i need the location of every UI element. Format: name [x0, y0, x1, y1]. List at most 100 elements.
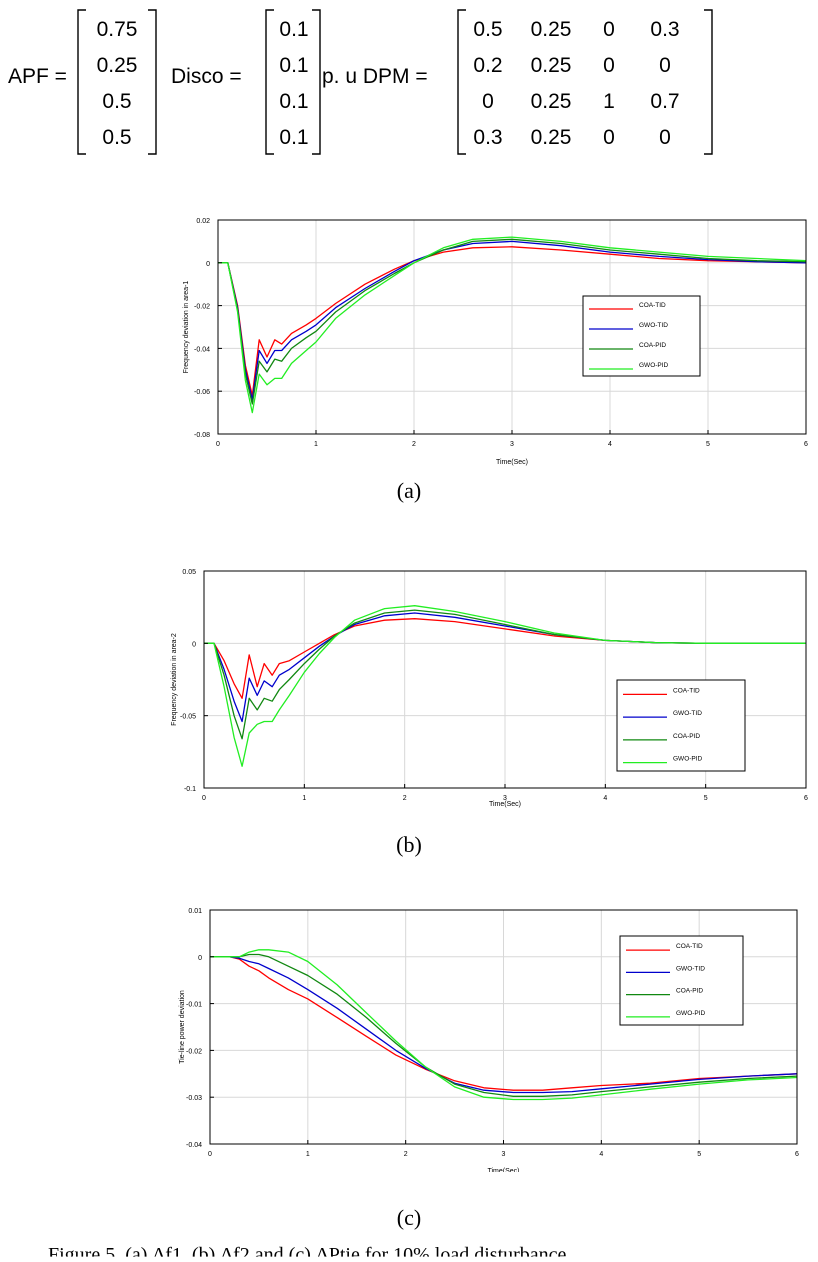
legend-box: [619, 935, 744, 1026]
apf-value: 0.5: [102, 126, 131, 149]
y-tick-label: -0.02: [186, 1048, 202, 1055]
figure-caption-text: Figure 5. (a) Δf1, (b) Δf2 and (c) ΔPtie…: [48, 1244, 567, 1262]
legend-label: GWO-PID: [676, 1010, 706, 1017]
matrix-equations: APF = 0.75 0.25 0.5 0.5 Disco = 0.1 0.1 …: [8, 9, 713, 155]
y-tick-label: -0.04: [186, 1142, 202, 1149]
apf-bracket-left: [77, 9, 86, 155]
x-tick-label: 3: [502, 1151, 506, 1158]
dpm-cell: 0: [603, 126, 615, 149]
x-tick-label: 0: [208, 1151, 212, 1158]
legend-label: GWO-PID: [639, 362, 669, 369]
legend-label: COA-PID: [639, 342, 666, 349]
legend: COA-TID GWO-TID COA-PID GWO-PID: [582, 295, 701, 377]
chart-tieline-power: 0 1 2 3 4 5 6 0.01 0 -0.01 -0.02 -0.03 -0.04 Time(Sec…: [179, 908, 799, 1172]
series-line-coa-pid: [218, 238, 807, 405]
y-tick-label: -0.02: [194, 304, 210, 311]
dpm-cell: 0.7: [650, 90, 679, 113]
y-tick-label: -0.05: [180, 714, 196, 721]
x-tick-label: 2: [404, 1151, 408, 1158]
legend-label: COA-PID: [676, 988, 703, 995]
series-line-gwo-pid: [218, 236, 807, 414]
dpm-cell: 0.2: [473, 54, 502, 77]
disco-bracket-right: [312, 9, 321, 155]
legend-label: GWO-TID: [639, 322, 668, 329]
y-axis-label: Frequency deviation in area-2: [171, 633, 178, 726]
x-tick-label: 0: [216, 441, 220, 448]
apf-label: APF =: [8, 65, 67, 88]
x-tick-label: 3: [510, 441, 514, 448]
disco-value: 0.1: [279, 54, 308, 77]
series-line-gwo-tid: [218, 240, 807, 401]
y-tick-label: 0.05: [182, 569, 196, 576]
dpm-cell: 0: [659, 54, 671, 77]
y-tick-label: 0.01: [188, 908, 202, 915]
x-tick-label: 5: [697, 1151, 701, 1158]
x-tick-label: 4: [599, 1151, 603, 1158]
y-tick-label: 0: [198, 955, 202, 962]
dpm-cell: 0.25: [531, 18, 572, 41]
y-tick-label: 0.02: [196, 218, 210, 225]
x-tick-label: 5: [704, 795, 708, 802]
legend: COA-TID GWO-TID COA-PID GWO-PID: [619, 935, 744, 1026]
pu-dpm-label: p. u DPM =: [322, 65, 428, 88]
caption-c: (c): [396, 1205, 422, 1230]
dpm-cell: 0.25: [531, 126, 572, 149]
y-tick-label: 0: [206, 261, 210, 268]
y-tick-label: -0.1: [184, 786, 196, 793]
x-tick-label: 3: [503, 795, 507, 802]
dpm-cell: 0: [482, 90, 494, 113]
disco-label: Disco =: [171, 65, 242, 88]
dpm-cell: 0.3: [473, 126, 502, 149]
y-tick-label: -0.01: [186, 1002, 202, 1009]
x-axis-label: Time(Sec): [489, 801, 521, 808]
dpm-matrix: 0.5 0.25 0 0.3 0.2 0.25 0 0 0 0.25 1 0.7 0.3 0.25 0 0: [473, 18, 679, 149]
y-tick-label: -0.08: [194, 432, 210, 439]
legend-label: COA-TID: [639, 302, 666, 309]
series-line-gwo-tid: [210, 956, 798, 1094]
x-axis-label: Time(Sec): [487, 1168, 519, 1172]
x-tick-label: 1: [314, 441, 318, 448]
dpm-cell: 0: [603, 54, 615, 77]
dpm-cell: 1: [603, 90, 615, 113]
x-tick-label: 1: [306, 1151, 310, 1158]
caption-a: (a): [396, 478, 422, 503]
dpm-cell: 0: [659, 126, 671, 149]
caption-b: (b): [396, 832, 422, 857]
y-tick-label: -0.06: [194, 389, 210, 396]
y-tick-label: -0.03: [186, 1095, 202, 1102]
apf-bracket-right: [148, 9, 157, 155]
x-tick-label: 5: [706, 441, 710, 448]
y-axis-label: Frequency deviation in area-1: [183, 281, 190, 374]
legend-label: COA-TID: [676, 943, 703, 950]
x-tick-label: 0: [202, 795, 206, 802]
x-tick-label: 4: [608, 441, 612, 448]
apf-value: 0.5: [102, 90, 131, 113]
legend: COA-TID GWO-TID COA-PID GWO-PID: [616, 679, 746, 772]
series-line-coa-tid: [210, 956, 798, 1091]
disco-value: 0.1: [279, 18, 308, 41]
x-axis-label: Time(Sec): [496, 459, 528, 466]
x-tick-label: 2: [412, 441, 416, 448]
x-tick-label: 2: [403, 795, 407, 802]
disco-value: 0.1: [279, 126, 308, 149]
dpm-cell: 0.25: [531, 54, 572, 77]
legend-box: [616, 679, 746, 772]
figure-caption-partial: Figure 5. (a) Δf1, (b) Δf2 and (c) ΔPtie…: [0, 1240, 818, 1262]
legend-label: GWO-TID: [676, 965, 705, 972]
y-tick-label: 0: [192, 641, 196, 648]
legend-label: GWO-TID: [673, 710, 702, 717]
x-tick-label: 6: [795, 1151, 799, 1158]
dpm-cell: 0: [603, 18, 615, 41]
x-tick-label: 6: [804, 441, 808, 448]
series-line-gwo-pid: [204, 605, 806, 767]
dpm-cell: 0.5: [473, 18, 502, 41]
chart-area2-frequency: 0 1 2 3 4 5 6 0.05 0 -0.05 -0.1 Time(Sec) Frequency …: [171, 569, 808, 808]
x-tick-label: 4: [603, 795, 607, 802]
dpm-bracket-right: [704, 9, 713, 155]
disco-value: 0.1: [279, 90, 308, 113]
apf-value: 0.75: [97, 18, 138, 41]
y-axis-label: Tie-line power deviation: [179, 990, 186, 1064]
y-tick-label: -0.04: [194, 346, 210, 353]
dpm-bracket-left: [457, 9, 466, 155]
legend-label: GWO-PID: [673, 756, 703, 763]
